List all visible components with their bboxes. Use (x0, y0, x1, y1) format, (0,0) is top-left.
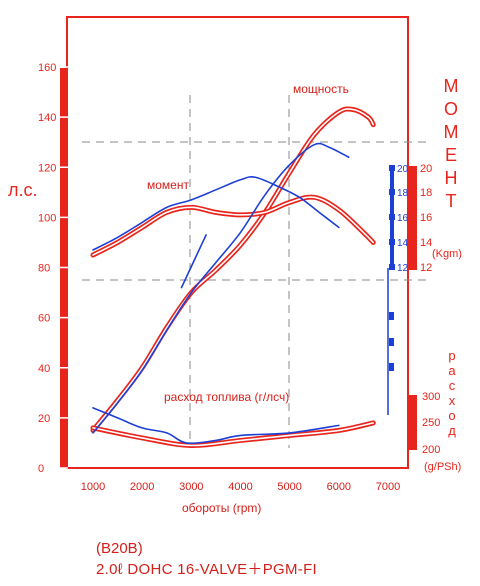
torque-blue-tick-mark (389, 165, 395, 171)
consumption-tick-label: 300 (422, 391, 440, 403)
annotation-consumption: расход топлива (г/лсч) (164, 390, 289, 404)
consumption-axis: 200 250 300 (409, 391, 440, 456)
series-line-4 (92, 176, 340, 251)
left-axis-label: л.с. (8, 180, 38, 200)
left-tick-label: 120 (38, 162, 56, 174)
torque-title-letter: Н (445, 168, 458, 188)
left-tick-label: 80 (38, 263, 50, 275)
annotation-power: мощность (293, 82, 349, 96)
x-tick-label: 7000 (376, 481, 400, 493)
x-tick-label: 5000 (277, 481, 301, 493)
torque-blue-tick-mark (389, 189, 395, 195)
consumption-tick-label: 200 (422, 444, 440, 456)
consumption-title-letter: д (448, 423, 456, 438)
x-tick-label: 6000 (327, 481, 351, 493)
consumption-title-letter: р (448, 348, 455, 363)
left-tick-label: 0 (38, 463, 44, 475)
torque-tick-label: 16 (420, 212, 432, 224)
series-line-6 (180, 234, 207, 289)
engine-model-caption: (B20B) (96, 540, 143, 557)
x-tick-label: 4000 (228, 481, 252, 493)
consumption-title-letter: а (448, 363, 456, 378)
torque-blue-tick-label: 20 (397, 164, 409, 175)
left-tick-label: 100 (38, 212, 56, 224)
series-line-0-outer (90, 106, 376, 433)
torque-tick-label: 20 (420, 163, 432, 175)
reference-grid (82, 95, 430, 448)
left-tick-label: 140 (38, 112, 56, 124)
torque-tick-label: 18 (420, 187, 432, 199)
left-tick-label: 160 (38, 62, 56, 74)
left-tick-label: 20 (38, 413, 50, 425)
blue-axis-marks (389, 312, 394, 371)
consumption-tick-label: 250 (422, 417, 440, 429)
series-line-5 (92, 407, 340, 445)
x-tick-label: 2000 (130, 481, 154, 493)
torque-tick-label: 14 (420, 237, 432, 249)
torque-title-letter: М (444, 122, 459, 142)
torque-blue-tick-mark (389, 239, 395, 245)
series-line-3 (92, 142, 350, 434)
left-axis: 0 20 40 60 80 100 120 140 160 (38, 62, 68, 475)
x-tick-label: 3000 (179, 481, 203, 493)
torque-blue-tick-mark (389, 264, 395, 270)
engine-spec-caption: 2.0ℓ DOHC 16-VALVE＋PGM-FI (96, 561, 318, 578)
annotation-torque: момент (147, 178, 189, 192)
x-tick-label: 1000 (81, 481, 105, 493)
torque-blue-tick-label: 16 (397, 213, 409, 224)
x-axis-ticks: 1000 2000 3000 4000 5000 6000 7000 (81, 481, 400, 493)
torque-blue-tick-label: 12 (397, 263, 409, 274)
consumption-axis-title: расход (448, 348, 456, 438)
series-line-2-inner (92, 422, 375, 447)
consumption-title-letter: с (449, 378, 456, 393)
series-line-1-inner (92, 196, 375, 256)
torque-tick-label: 12 (420, 262, 432, 274)
left-tick-label: 40 (38, 363, 50, 375)
torque-title-letter: О (444, 99, 458, 119)
torque-title-letter: Т (446, 191, 457, 211)
series-line-0-inner (92, 108, 375, 432)
x-axis-label: обороты (rpm) (182, 501, 261, 515)
consumption-title-letter: х (449, 393, 456, 408)
torque-blue-tick-label: 18 (397, 188, 409, 199)
torque-title-letter: М (444, 76, 459, 96)
series-layer (90, 106, 389, 448)
blue-mark-1 (389, 312, 394, 320)
consumption-title-letter: о (448, 408, 455, 423)
blue-mark-3 (389, 363, 394, 371)
torque-blue-tick-label: 14 (397, 238, 409, 249)
consumption-axis-bar (409, 395, 417, 450)
consumption-axis-unit: (g/PSh) (424, 461, 461, 473)
torque-axis-unit: (Kgm) (432, 248, 462, 260)
torque-blue-tick-mark (389, 214, 395, 220)
left-tick-label: 60 (38, 313, 50, 325)
torque-axis: 12 14 16 18 20 12 14 16 18 20 (389, 163, 432, 274)
torque-title-letter: Е (445, 145, 457, 165)
torque-axis-bar (409, 166, 417, 270)
blue-mark-2 (389, 338, 394, 346)
